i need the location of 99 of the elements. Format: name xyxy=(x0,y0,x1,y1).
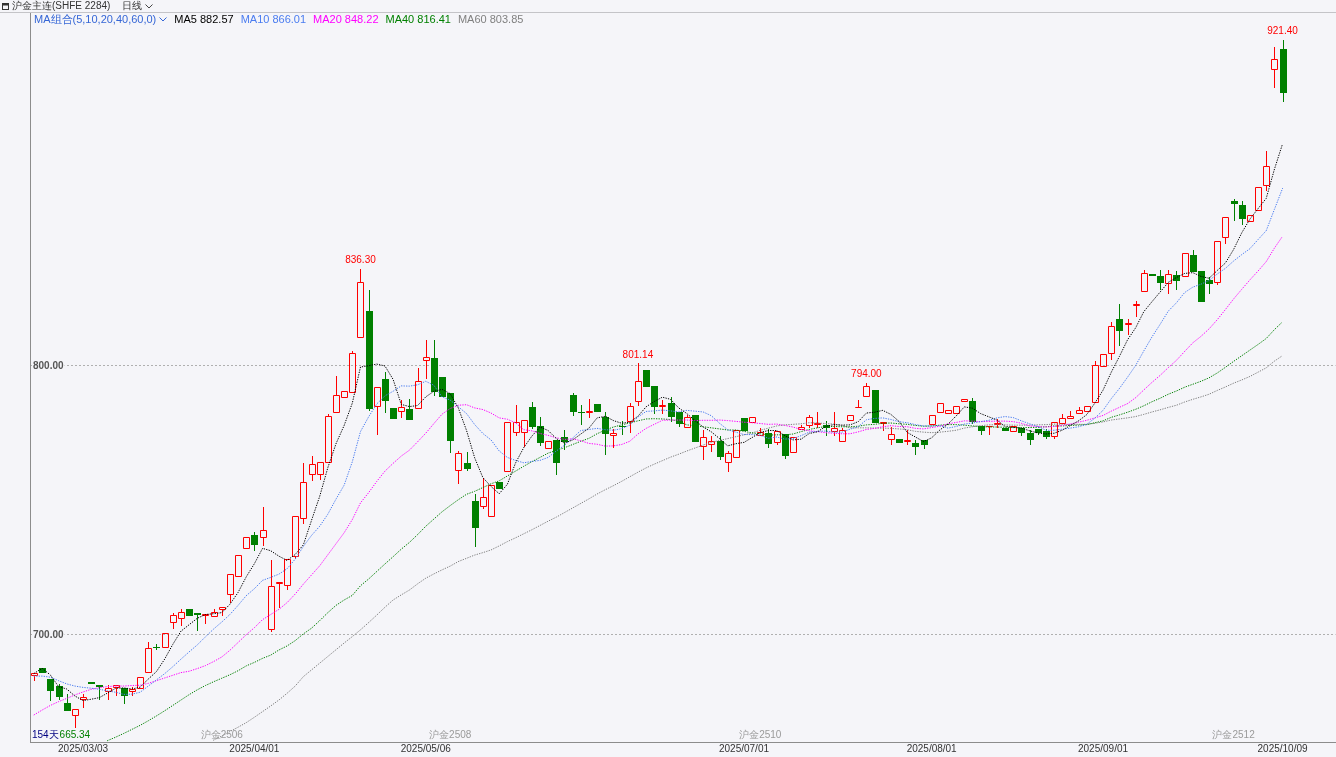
candlestick xyxy=(1271,46,1278,89)
candlestick xyxy=(357,268,364,338)
candlestick xyxy=(47,679,54,702)
candlestick xyxy=(1108,321,1115,361)
candlestick xyxy=(847,415,854,421)
candlestick xyxy=(1157,269,1164,291)
x-tick-label: 2025/03/03 xyxy=(58,742,109,754)
candlestick xyxy=(1239,200,1246,226)
candlestick xyxy=(570,392,577,417)
annotation: 921.40 xyxy=(1267,25,1299,37)
text: MA5 882.57 xyxy=(174,13,234,26)
candlestick xyxy=(904,429,911,446)
annotation: 794.00 xyxy=(851,367,883,379)
candlestick xyxy=(1002,428,1009,431)
candlestick xyxy=(162,633,169,648)
candlestick xyxy=(406,398,413,420)
x-tick-label: 2025/09/01 xyxy=(1077,742,1129,754)
candlestick xyxy=(790,437,797,453)
candlestick xyxy=(1165,269,1172,295)
candlestick xyxy=(872,390,879,423)
candlestick xyxy=(390,408,397,419)
annotation: 154天 xyxy=(32,728,59,740)
candlestick xyxy=(374,387,381,436)
candlestick xyxy=(1010,426,1017,432)
candlestick xyxy=(553,440,560,476)
candlestick xyxy=(578,404,585,426)
text: MA40 816.41 xyxy=(385,13,451,26)
x-tick-label: 沪金2512 xyxy=(1212,728,1256,740)
line-series xyxy=(107,321,1284,742)
candlestick xyxy=(659,399,666,415)
candlestick xyxy=(627,402,634,434)
candlestick xyxy=(1247,215,1254,222)
candlestick xyxy=(472,493,479,548)
candlestick xyxy=(1133,300,1140,318)
candlestick xyxy=(1182,253,1189,277)
candlestick xyxy=(684,414,691,428)
candlestick xyxy=(912,439,919,456)
candlestick xyxy=(251,531,258,552)
x-tick-label: 2025/10/09 xyxy=(1257,742,1308,754)
candlestick xyxy=(1263,150,1270,192)
candlestick xyxy=(610,428,617,449)
candlestick xyxy=(382,371,389,414)
text: MA10 866.01 xyxy=(240,13,307,26)
candlestick xyxy=(545,441,552,449)
candlestick xyxy=(1125,318,1132,336)
candlestick xyxy=(782,434,789,460)
chart-title: 沪金主连(SHFE 2284) xyxy=(12,0,111,12)
candlestick xyxy=(504,422,511,472)
candlestick xyxy=(145,641,152,673)
candlestick xyxy=(137,677,144,689)
candlestick xyxy=(741,418,748,431)
candlestick xyxy=(56,683,63,701)
candlestick xyxy=(260,506,267,547)
candlestick xyxy=(1280,39,1287,103)
candlestick xyxy=(455,450,462,485)
candlestick xyxy=(1222,217,1229,245)
candlestick xyxy=(863,382,870,397)
candlestick xyxy=(1255,187,1262,211)
candlestick xyxy=(1141,269,1148,292)
candlestick xyxy=(211,608,218,617)
legend-title: MA组合(5,10,20,40,60,0) xyxy=(34,13,157,26)
annotation: 836.30 xyxy=(345,254,377,266)
y-tick-label: 700.00 xyxy=(33,628,65,640)
x-tick-label: 2025/04/01 xyxy=(229,742,280,754)
candlestick xyxy=(896,439,903,443)
x-tick-label: 沪金2510 xyxy=(739,728,782,740)
candlestick xyxy=(961,399,968,402)
candlestick xyxy=(586,398,593,419)
candlestick xyxy=(72,709,79,729)
candlestick xyxy=(749,417,756,423)
candlestick xyxy=(635,362,642,407)
candlestick xyxy=(888,426,895,446)
candlestick xyxy=(496,482,503,489)
text: MA20 848.22 xyxy=(313,13,379,26)
x-tick-label: 2025/07/01 xyxy=(718,742,770,754)
chart-subtitle: 日线 xyxy=(122,0,143,12)
candlestick xyxy=(1214,241,1221,286)
x-tick-label: 沪金2508 xyxy=(429,728,472,740)
candlestick xyxy=(423,339,430,380)
text: MA60 803.85 xyxy=(457,13,524,26)
candlestick xyxy=(1027,429,1034,446)
x-tick-label: 2025/05/06 xyxy=(400,742,452,754)
candlestick xyxy=(594,404,601,412)
annotation: 801.14 xyxy=(622,348,654,360)
candlestick xyxy=(268,559,275,633)
candlestick xyxy=(243,537,250,549)
candlestick xyxy=(464,451,471,472)
x-tick-label: 沪金2506 xyxy=(200,728,244,740)
candlestick xyxy=(692,415,699,442)
candlestick xyxy=(1231,198,1238,222)
candlestick xyxy=(415,367,422,409)
candlestick xyxy=(366,289,373,412)
candlestick xyxy=(929,415,936,425)
candlestick xyxy=(774,431,781,446)
candlestick xyxy=(1116,303,1123,347)
y-tick-label: 800.00 xyxy=(33,359,65,371)
annotation: 665.34 xyxy=(59,728,91,740)
x-tick-label: 2025/08/01 xyxy=(906,742,958,754)
candlestick xyxy=(398,399,405,419)
